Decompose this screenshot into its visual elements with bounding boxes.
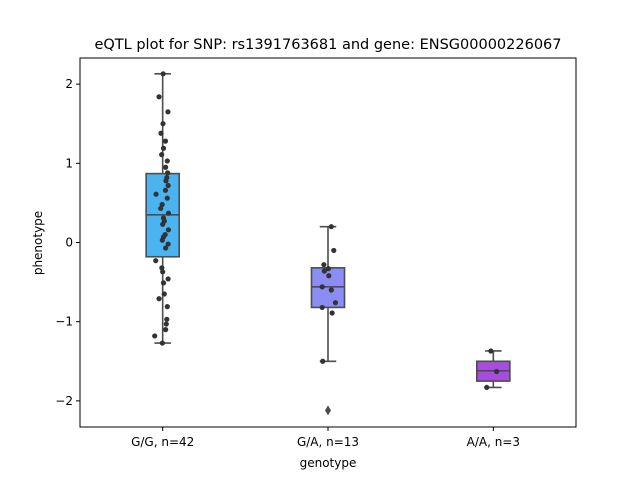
data-point <box>165 182 171 189</box>
data-point <box>159 340 165 346</box>
data-point <box>494 368 500 375</box>
data-point <box>156 94 162 100</box>
y-tick-label: 1 <box>65 156 73 170</box>
data-point <box>165 227 172 233</box>
data-point <box>321 262 327 268</box>
data-point <box>160 221 166 227</box>
data-point <box>160 269 166 275</box>
data-point <box>159 265 165 271</box>
data-point <box>320 358 326 364</box>
y-tick-label: 0 <box>65 236 73 250</box>
data-point <box>165 210 172 216</box>
chart-title: eQTL plot for SNP: rs1391763681 and gene… <box>94 37 561 53</box>
data-point <box>328 224 334 230</box>
data-point <box>158 205 164 212</box>
data-point <box>164 316 170 322</box>
x-tick-label: A/A, n=3 <box>467 435 520 449</box>
data-point <box>153 258 159 264</box>
data-point <box>160 280 167 286</box>
x-axis-label: genotype <box>300 456 357 470</box>
data-point <box>159 152 165 158</box>
data-point <box>319 304 325 311</box>
y-tick-label: −2 <box>55 394 73 408</box>
data-point <box>162 187 169 193</box>
data-point <box>325 266 331 272</box>
data-point <box>164 158 170 164</box>
data-point <box>152 333 158 339</box>
plot-frame <box>79 57 577 428</box>
data-point <box>329 310 335 316</box>
data-point <box>488 348 494 354</box>
data-point <box>160 71 166 77</box>
data-point <box>165 170 171 176</box>
data-point <box>159 237 165 243</box>
data-point <box>153 191 159 197</box>
data-point <box>164 195 170 201</box>
data-point <box>165 241 171 247</box>
data-point <box>332 300 339 306</box>
data-point <box>319 284 325 290</box>
data-point <box>161 291 167 297</box>
data-point <box>160 145 167 151</box>
y-tick-label: 2 <box>65 77 73 91</box>
x-tick-label: G/A, n=13 <box>297 435 359 449</box>
data-point <box>326 273 332 279</box>
data-point <box>165 109 171 115</box>
y-tick-label: −1 <box>55 315 73 329</box>
data-point <box>163 178 169 184</box>
data-point <box>484 384 490 391</box>
data-point <box>159 201 165 208</box>
data-point <box>163 245 169 251</box>
data-point <box>162 138 169 144</box>
data-point <box>331 247 337 254</box>
data-point <box>328 287 334 293</box>
data-point <box>156 296 162 302</box>
data-point <box>160 121 166 127</box>
y-axis-label: phenotype <box>31 211 45 275</box>
data-point <box>321 268 327 274</box>
data-point <box>164 304 170 310</box>
outlier-marker <box>325 405 331 416</box>
plot-area: 2 1 0 −1 −2 G/G, n=42 G/A, n=13 A/A, n=3 <box>55 71 520 449</box>
data-point <box>165 276 171 282</box>
data-point <box>163 327 169 333</box>
data-point <box>163 321 169 327</box>
data-point <box>163 164 169 170</box>
data-point <box>158 130 164 136</box>
x-tick-label: G/G, n=42 <box>131 435 194 449</box>
